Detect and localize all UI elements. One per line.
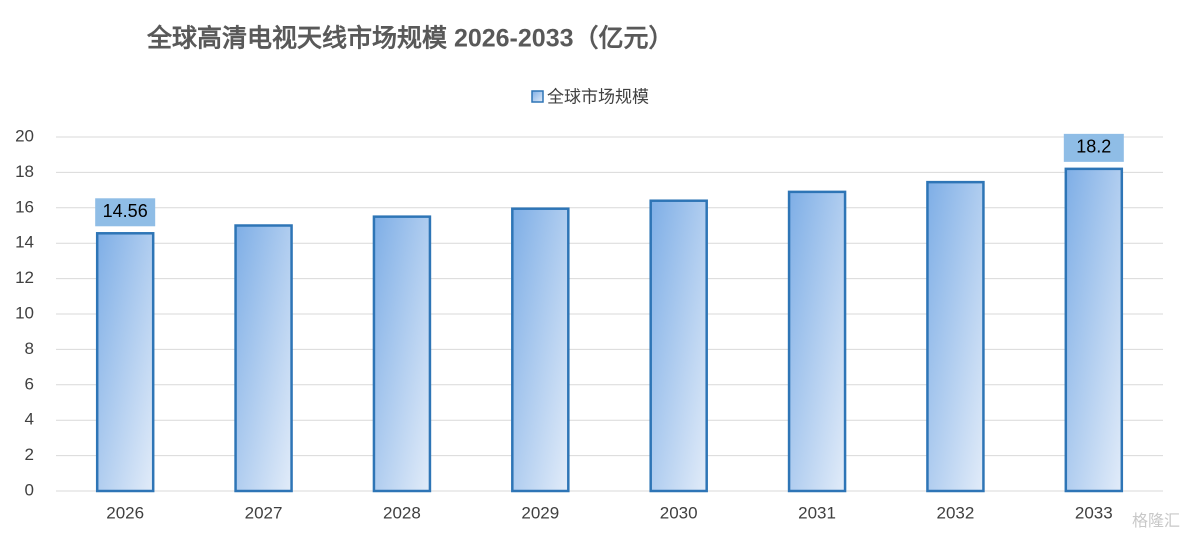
bar <box>234 224 293 493</box>
data-label: 14.56 <box>103 201 148 221</box>
y-tick-label: 0 <box>25 480 34 499</box>
x-tick-label: 2027 <box>245 503 283 522</box>
y-tick-label: 14 <box>15 233 34 252</box>
y-tick-label: 16 <box>15 197 34 216</box>
bar <box>649 199 708 493</box>
y-tick-label: 8 <box>25 339 34 358</box>
x-tick-label: 2032 <box>937 503 975 522</box>
y-tick-label: 4 <box>25 410 34 429</box>
x-tick-label: 2028 <box>383 503 421 522</box>
x-tick-label: 2029 <box>521 503 559 522</box>
bar <box>926 180 985 493</box>
chart-title: 全球高清电视天线市场规模 2026-2033（亿元） <box>146 24 674 53</box>
data-label-box <box>1063 133 1124 162</box>
x-tick-label: 2030 <box>660 503 698 522</box>
x-tick-label: 2031 <box>798 503 836 522</box>
legend-swatch <box>531 90 544 103</box>
y-tick-label: 12 <box>15 268 34 287</box>
x-tick-label: 2026 <box>106 503 144 522</box>
y-tick-label: 20 <box>15 126 34 145</box>
y-tick-label: 6 <box>25 374 34 393</box>
y-tick-label: 2 <box>25 445 34 464</box>
bar <box>1064 167 1124 493</box>
y-tick-label: 10 <box>15 303 34 322</box>
bar <box>372 215 432 493</box>
data-label: 18.2 <box>1076 137 1111 157</box>
watermark: 格隆汇 <box>1132 512 1180 530</box>
y-tick-label: 18 <box>15 162 34 181</box>
x-tick-label: 2033 <box>1075 503 1113 522</box>
bar <box>511 207 570 493</box>
legend-label: 全球市场规模 <box>547 87 649 106</box>
bar <box>95 232 155 493</box>
bar <box>787 190 847 493</box>
data-label-box <box>95 198 156 227</box>
